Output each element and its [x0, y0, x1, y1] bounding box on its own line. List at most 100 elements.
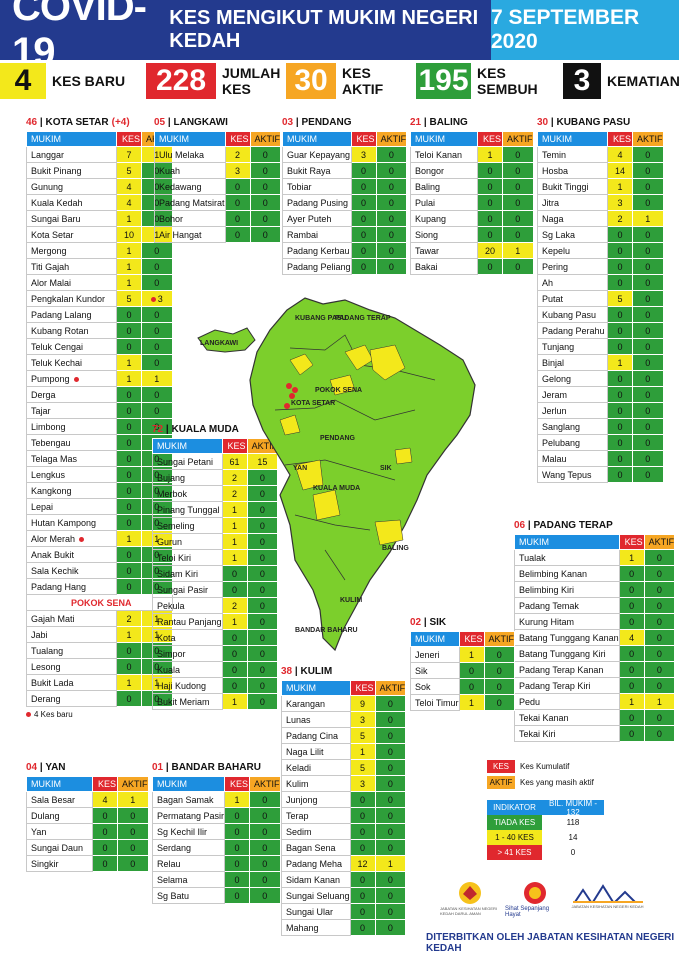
mukim-label: Bukit Tinggi: [542, 181, 589, 192]
aktif-label: 0: [259, 568, 265, 579]
mukim-name: Pumpong: [26, 370, 117, 387]
district-name: SIK: [429, 617, 447, 628]
aktif-value: 0: [632, 242, 664, 259]
stat-label: KES AKTIF: [342, 65, 384, 97]
table-row: Belimbing Kiri 0 0: [514, 581, 676, 598]
aktif-label: 1: [656, 696, 662, 707]
aktif-value: 0: [246, 677, 279, 694]
table-row: Wang Tepus 0 0: [537, 466, 664, 483]
district-name: PENDANG: [301, 117, 352, 128]
mukim-label: Lepai: [31, 501, 54, 512]
logo-sihat: Sihat Sepanjang Hayat: [505, 880, 565, 918]
aktif-value: 0: [632, 258, 664, 275]
table-row: Temin 4 0: [537, 146, 664, 163]
aktif-label: 0: [388, 181, 394, 192]
kes-value: 0: [224, 210, 251, 227]
mukim-label: Kulim: [286, 778, 309, 789]
aktif-value: 0: [246, 549, 279, 566]
table-row: Pekula 2 0: [152, 597, 279, 614]
aktif-label: 0: [656, 584, 662, 595]
mukim-name: Hosba: [537, 162, 608, 179]
mukim-label: Jeram: [542, 389, 568, 400]
kes-value: 5: [349, 759, 376, 776]
aktif-value: 0: [249, 855, 281, 872]
header-mukim: MUKIM: [410, 131, 478, 147]
table-row: Derang 0 0: [26, 690, 173, 707]
aktif-label: 0: [262, 165, 268, 176]
aktif-label: 0: [259, 504, 265, 515]
new-case-dot: [26, 712, 31, 718]
table-row: Sg Laka 0 0: [537, 226, 664, 243]
mukim-name: Kulim: [281, 775, 351, 792]
aktif-label: 0: [154, 357, 160, 368]
mukim-name: Mahang: [281, 919, 351, 936]
aktif-value: 0: [246, 661, 279, 678]
table-row: Sedim 0 0: [281, 823, 407, 840]
aktif-label: 0: [387, 778, 393, 789]
table-row: Rambai 0 0: [282, 226, 408, 243]
aktif-label: 0: [496, 697, 502, 708]
aktif-label: 0: [259, 472, 265, 483]
yellow-zone: [294, 459, 324, 491]
mukim-label: Kota: [157, 632, 176, 643]
kes-value: 0: [224, 871, 251, 888]
table-row: Ayer Puteh 0 0: [282, 210, 408, 227]
kes-value: 1: [221, 549, 248, 566]
header-mukim: MUKIM: [410, 631, 460, 647]
table-row: Jitra 3 0: [537, 194, 664, 211]
kes-value: 3: [224, 162, 251, 179]
table-padang-terap: 06 | PADANG TERAP MUKIM KES AKTIF Tualak 1 0 Be…: [514, 520, 676, 742]
mukim-name: Kurung Hitam: [514, 613, 620, 630]
mukim-label: Bujang: [157, 472, 186, 483]
mukim-label: Sungai Ular: [286, 906, 334, 917]
kes-value: 2: [221, 597, 248, 614]
mukim-name: Naga Lilit: [281, 743, 351, 760]
district-title: 21 | BALING: [410, 117, 534, 128]
indicator-label: TIADA KES: [487, 815, 542, 830]
separator: |: [292, 666, 301, 677]
aktif-value: 0: [246, 501, 279, 518]
mukim-name: Padang Peliang: [282, 258, 352, 275]
mukim-label: Kepelu: [542, 245, 571, 256]
kes-value: 0: [349, 807, 376, 824]
mukim-name: Ayer Puteh: [282, 210, 352, 227]
kes-value: 0: [221, 645, 248, 662]
kes-value: 4: [116, 178, 142, 195]
kes-value: 0: [224, 226, 251, 243]
aktif-label: 0: [645, 149, 651, 160]
mukim-name: Mergong: [26, 242, 117, 259]
mukim-label: Kota Setar: [31, 229, 74, 240]
kes-value: 0: [221, 565, 248, 582]
district-name: KOTA SETAR: [45, 117, 109, 128]
kes-value: 3: [607, 194, 633, 211]
mukim-name: Anak Bukit: [26, 546, 117, 563]
mukim-name: Sg Kechil Ilir: [151, 823, 226, 840]
map-label: KUALA MUDA: [313, 485, 360, 492]
aktif-value: 0: [632, 306, 664, 323]
map-label: YAN: [293, 465, 307, 472]
kes-value: 1: [458, 694, 485, 711]
aktif-value: 0: [375, 146, 408, 163]
stat-2: 30 KES AKTIF: [286, 63, 416, 99]
kes-value: 0: [607, 306, 633, 323]
aktif-label: 0: [656, 680, 662, 691]
aktif-value: 0: [632, 450, 664, 467]
mukim-label: Pinang Tunggal: [157, 504, 220, 515]
aktif-value: 0: [375, 226, 408, 243]
aktif-label: 0: [387, 842, 393, 853]
kes-value: 0: [607, 322, 633, 339]
district-name: PADANG TERAP: [533, 520, 613, 531]
kes-value: 2: [607, 210, 633, 227]
mukim-label: Ayer Puteh: [287, 213, 332, 224]
stat-label: KES SEMBUH: [477, 65, 538, 97]
kes-value: 0: [607, 386, 633, 403]
table-bandar-baharu: 01 | BANDAR BAHARU MUKIM KES AKTIF Bagan Sam…: [151, 762, 281, 904]
kes-value: 0: [458, 678, 485, 695]
district-extra: (+4): [111, 117, 130, 128]
mukim-name: Teloi Kanan: [410, 146, 478, 163]
map-label: KOTA SETAR: [291, 400, 335, 407]
aktif-label: 0: [645, 389, 651, 400]
table-row: Lengkus 0 0: [26, 466, 173, 483]
mukim-label: Kubang Rotan: [31, 325, 89, 336]
mukim-name: Selama: [151, 871, 226, 888]
